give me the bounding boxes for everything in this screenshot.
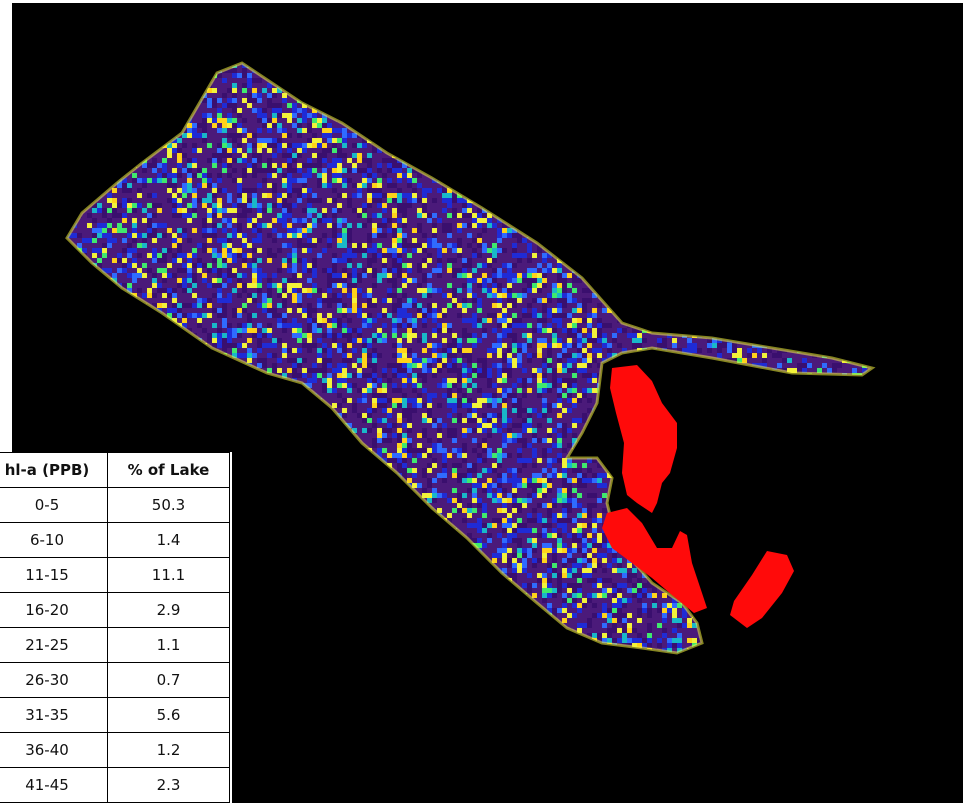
red-area-upper — [610, 365, 677, 513]
percent-cell: 2.9 — [107, 592, 230, 628]
table-row: 26-30 0.7 — [0, 662, 230, 698]
percent-cell: 2.3 — [107, 767, 230, 803]
range-cell: 26-30 — [0, 662, 108, 698]
table-row: 31-35 5.6 — [0, 697, 230, 733]
range-cell: 36-40 — [0, 732, 108, 768]
range-cell: 41-45 — [0, 767, 108, 803]
table-row: 16-20 2.9 — [0, 592, 230, 628]
range-cell: 21-25 — [0, 627, 108, 663]
percent-cell: 1.2 — [107, 732, 230, 768]
header-percent: % of Lake — [107, 452, 230, 488]
legend-header-row: hl-a (PPB) % of Lake — [0, 452, 230, 488]
range-cell: 0-5 — [0, 487, 108, 523]
percent-cell: 11.1 — [107, 557, 230, 593]
lake-raster — [65, 61, 876, 655]
range-cell: 11-15 — [0, 557, 108, 593]
range-cell: 16-20 — [0, 592, 108, 628]
red-area-middle — [602, 508, 707, 613]
percent-cell: 1.1 — [107, 627, 230, 663]
table-row: 11-15 11.1 — [0, 557, 230, 593]
percent-cell: 1.4 — [107, 522, 230, 558]
table-row: 21-25 1.1 — [0, 627, 230, 663]
percent-cell: 0.7 — [107, 662, 230, 698]
legend-table: hl-a (PPB) % of Lake 0-5 50.3 6-10 1.4 11-… — [0, 452, 230, 803]
table-row: 36-40 1.2 — [0, 732, 230, 768]
red-area-lower — [730, 551, 794, 628]
table-row: 41-45 2.3 — [0, 767, 230, 803]
table-row: 0-5 50.3 — [0, 487, 230, 523]
range-cell: 31-35 — [0, 697, 108, 733]
header-range: hl-a (PPB) — [0, 452, 108, 488]
table-row: 6-10 1.4 — [0, 522, 230, 558]
chlorophyll-legend-table: hl-a (PPB) % of Lake 0-5 50.3 6-10 1.4 11-… — [0, 452, 232, 803]
percent-cell: 5.6 — [107, 697, 230, 733]
percent-cell: 50.3 — [107, 487, 230, 523]
lake-outline — [65, 61, 876, 655]
range-cell: 6-10 — [0, 522, 108, 558]
